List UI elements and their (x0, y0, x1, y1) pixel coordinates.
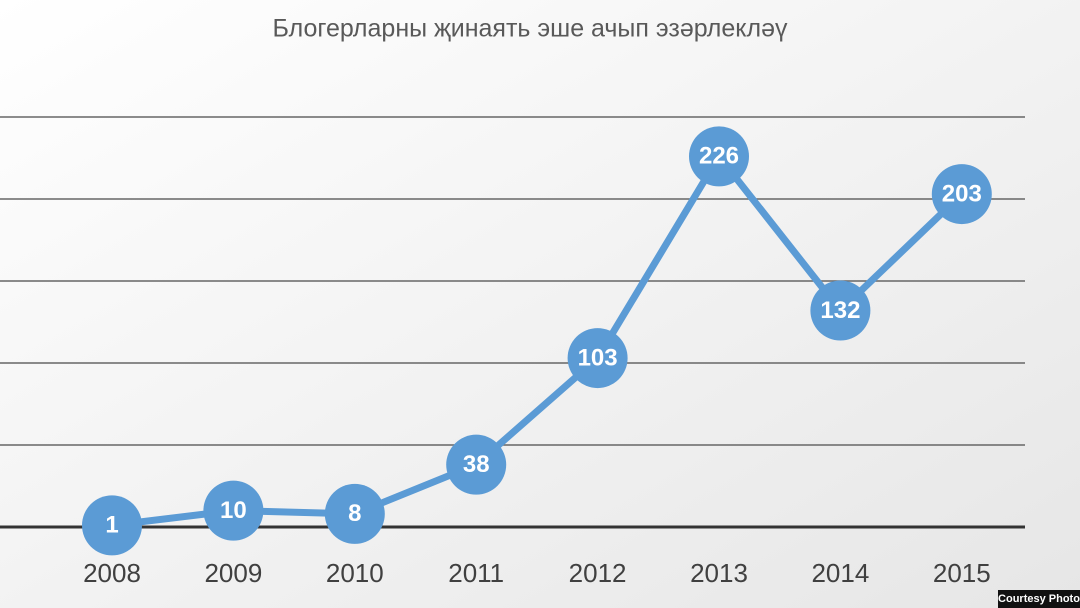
data-point (82, 495, 142, 556)
credit-box (998, 590, 1080, 608)
data-label: 226 (699, 143, 739, 170)
data-point (689, 126, 749, 187)
data-label: 8 (348, 500, 361, 527)
x-tick-label: 2011 (448, 558, 504, 588)
x-tick-label: 2009 (204, 558, 262, 588)
data-label: 132 (820, 297, 860, 324)
data-point (931, 164, 992, 225)
x-tick-label: 2015 (933, 558, 991, 588)
chart-title: Блогерларны җинаять эше ачып эзәрлекләү (273, 15, 788, 43)
data-label: 103 (578, 344, 618, 371)
credit: Courtesy Photo (998, 593, 1080, 605)
x-tick-label: 2013 (690, 558, 748, 588)
x-tick-label: 2014 (811, 558, 869, 588)
data-label: 10 (220, 497, 247, 524)
data-point (567, 328, 628, 389)
x-tick-label: 2010 (326, 558, 384, 588)
x-tick-label: 2008 (83, 558, 141, 588)
data-point (324, 483, 385, 544)
data-point (446, 434, 507, 495)
data-label: 1 (105, 512, 118, 539)
x-tick-label: 2012 (569, 558, 627, 588)
data-point (810, 280, 871, 341)
data-label: 38 (463, 451, 490, 478)
data-point (203, 480, 264, 541)
data-label: 203 (942, 180, 982, 207)
